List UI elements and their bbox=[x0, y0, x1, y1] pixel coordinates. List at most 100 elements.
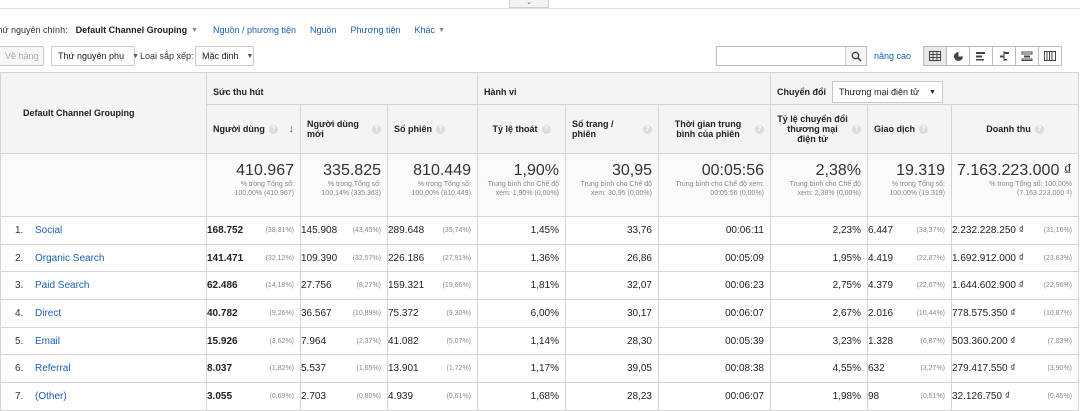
total-subtext: % trong Tổng số: 100,00% (810.449) bbox=[411, 181, 471, 197]
advanced-filter-link[interactable]: nâng cao bbox=[874, 51, 912, 61]
group-behavior: Hành vi bbox=[477, 72, 771, 105]
channel-link[interactable]: (Other) bbox=[35, 390, 67, 402]
sessions-cell: 159.321 (19,66%) bbox=[387, 271, 478, 301]
comparison-view-icon[interactable] bbox=[992, 46, 1016, 66]
bounce-rate-cell: 1,45% bbox=[477, 216, 566, 245]
help-icon[interactable]: ? bbox=[852, 124, 861, 134]
dimension-link-other[interactable]: Khác bbox=[414, 25, 436, 35]
conversion-type-select[interactable]: Thương mại điện tử ▼ bbox=[832, 81, 943, 103]
new-users-cell: 145.908 (43,45%) bbox=[300, 216, 388, 245]
help-icon[interactable]: ? bbox=[268, 124, 278, 134]
revenue-value: 778.575.350 ₫ bbox=[952, 307, 1016, 319]
col-header-new-users[interactable]: Người dùng mới? bbox=[300, 104, 388, 154]
channel-cell: 3. Paid Search bbox=[0, 271, 207, 301]
col-header-revenue[interactable]: Doanh thu? bbox=[950, 104, 1080, 154]
help-icon[interactable]: ? bbox=[436, 124, 445, 134]
conversion-rate-cell: 2,23% bbox=[770, 216, 868, 245]
conversion-rate-value: 2,67% bbox=[832, 307, 861, 319]
channel-link[interactable]: Paid Search bbox=[35, 280, 90, 292]
sort-descending-icon[interactable]: ↓ bbox=[288, 123, 295, 135]
users-percent: (3,62%) bbox=[269, 337, 294, 345]
group-acquisition-label: Sức thu hút bbox=[213, 87, 264, 97]
revenue-cell: 1.644.602.900 ₫ (22,96%) bbox=[950, 271, 1080, 301]
total-value: 19.319 bbox=[896, 162, 945, 179]
bounce-rate-value: 1,81% bbox=[530, 280, 559, 292]
primary-dimension-bar: Thứ nguyên chính: Default Channel Groupi… bbox=[0, 22, 460, 38]
channel-link[interactable]: Direct bbox=[35, 307, 62, 319]
table-row: 3. Paid Search 62.486 (14,18%) 27.756 (8,27… bbox=[0, 271, 1080, 301]
channel-link[interactable]: Email bbox=[35, 335, 61, 347]
chevron-down-icon[interactable]: ▼ bbox=[191, 26, 199, 34]
col-header-users-label: Người dùng bbox=[213, 124, 265, 134]
total-ecommerce-conversion-rate: 2,38% Trung bình cho Chế độ xem: 2,38% (0… bbox=[770, 153, 868, 217]
new-users-cell: 36.567 (10,89%) bbox=[300, 299, 388, 328]
users-percent: (0,69%) bbox=[269, 392, 294, 400]
dimension-link-source[interactable]: Nguồn bbox=[310, 25, 337, 35]
data-table-view-icon[interactable] bbox=[923, 46, 947, 66]
help-icon[interactable]: ? bbox=[643, 124, 652, 134]
transactions-percent: (0,51%) bbox=[920, 392, 945, 400]
new-users-cell: 2.703 (0,80%) bbox=[300, 382, 388, 411]
transactions-value: 98 bbox=[868, 390, 880, 402]
transactions-cell: 2.016 (10,44%) bbox=[867, 299, 952, 328]
new-users-cell: 5.537 (1,65%) bbox=[300, 354, 388, 384]
pie-chart-view-icon[interactable] bbox=[946, 46, 970, 66]
help-icon[interactable]: ? bbox=[541, 124, 551, 134]
channel-cell: 2. Organic Search bbox=[0, 243, 207, 273]
row-index: 1. bbox=[15, 224, 24, 236]
sessions-cell: 75.372 (9,30%) bbox=[387, 299, 478, 328]
total-value: 7.163.223.000 ₫ bbox=[957, 162, 1073, 179]
revenue-cell: 2.232.228.250 ₫ (31,16%) bbox=[950, 216, 1080, 245]
dimension-link-medium[interactable]: Phương tiện bbox=[350, 25, 401, 35]
total-avg-session-duration: 00:05:56 Trung bình cho Chế độ xem: 00:05… bbox=[658, 153, 771, 217]
channel-link[interactable]: Referral bbox=[35, 363, 71, 375]
bounce-rate-value: 1,17% bbox=[530, 363, 559, 375]
sessions-cell: 13.901 (1,72%) bbox=[387, 354, 478, 384]
users-percent: (32,12%) bbox=[265, 254, 294, 262]
collapse-toggle[interactable]: ⌄ bbox=[509, 0, 549, 8]
sort-type-select[interactable]: Mặc định ▼ bbox=[195, 46, 254, 66]
primary-dimension-value[interactable]: Default Channel Grouping bbox=[75, 25, 188, 35]
sessions-cell: 41.082 (5,07%) bbox=[387, 326, 478, 356]
chevron-down-icon[interactable]: ▼ bbox=[438, 26, 445, 34]
search-icon[interactable] bbox=[845, 47, 866, 65]
col-header-pages-per-session[interactable]: Số trang / phiên? bbox=[565, 104, 659, 154]
help-icon[interactable]: ? bbox=[372, 124, 381, 134]
table-row: 2. Organic Search 141.471 (32,12%) 109.390… bbox=[0, 243, 1080, 273]
channel-link[interactable]: Social bbox=[35, 224, 63, 236]
avg-session-duration-value: 00:06:07 bbox=[725, 307, 764, 319]
col-header-bounce-rate[interactable]: Tỷ lệ thoát? bbox=[477, 104, 566, 154]
pages-per-session-value: 39,05 bbox=[626, 363, 652, 375]
col-header-avg-session-duration[interactable]: Thời gian trung bình của phiên? bbox=[658, 104, 771, 154]
col-header-sessions[interactable]: Số phiên? bbox=[387, 104, 478, 154]
pivot-view-icon[interactable] bbox=[1038, 46, 1062, 66]
transactions-cell: 98 (0,51%) bbox=[867, 382, 952, 411]
pages-per-session-cell: 32,07 bbox=[565, 271, 659, 301]
users-percent: (38,31%) bbox=[265, 226, 294, 234]
help-icon[interactable]: ? bbox=[1034, 124, 1044, 134]
table-search-input[interactable] bbox=[716, 46, 867, 66]
users-value: 3.055 bbox=[207, 390, 233, 402]
pages-per-session-value: 26,86 bbox=[626, 252, 652, 264]
secondary-dimension-select[interactable]: Thứ nguyên phụ ▼ bbox=[51, 46, 139, 66]
col-header-ecommerce-conversion-rate[interactable]: Tỷ lệ chuyển đổi thương mại điện tử? bbox=[770, 104, 868, 154]
pages-per-session-value: 32,07 bbox=[626, 280, 652, 292]
plot-rows-button[interactable]: Vẽ hàng bbox=[0, 46, 44, 66]
new-users-percent: (2,37%) bbox=[356, 337, 381, 345]
help-icon[interactable]: ? bbox=[755, 124, 764, 134]
avg-session-duration-cell: 00:08:38 bbox=[658, 354, 771, 384]
col-header-users[interactable]: Người dùng? ↓ bbox=[206, 104, 301, 154]
term-cloud-view-icon[interactable] bbox=[1015, 46, 1039, 66]
conversion-type-value: Thương mại điện tử bbox=[839, 87, 919, 97]
col-header-transactions[interactable]: Giao dịch? bbox=[867, 104, 952, 154]
avg-session-duration-cell: 00:06:23 bbox=[658, 271, 771, 301]
channel-link[interactable]: Organic Search bbox=[35, 252, 105, 264]
col-header-transactions-label: Giao dịch bbox=[874, 124, 916, 134]
transactions-cell: 632 (3,27%) bbox=[867, 354, 952, 384]
help-icon[interactable]: ? bbox=[919, 124, 929, 134]
users-value: 40.782 bbox=[207, 307, 238, 319]
performance-view-icon[interactable] bbox=[969, 46, 993, 66]
dimension-header[interactable]: Default Channel Grouping bbox=[0, 72, 207, 154]
dimension-link-source-medium[interactable]: Nguồn / phương tiện bbox=[213, 25, 296, 35]
total-subtext: Trung bình cho Chế độ xem: 00:05:56 (0,0… bbox=[675, 181, 764, 197]
